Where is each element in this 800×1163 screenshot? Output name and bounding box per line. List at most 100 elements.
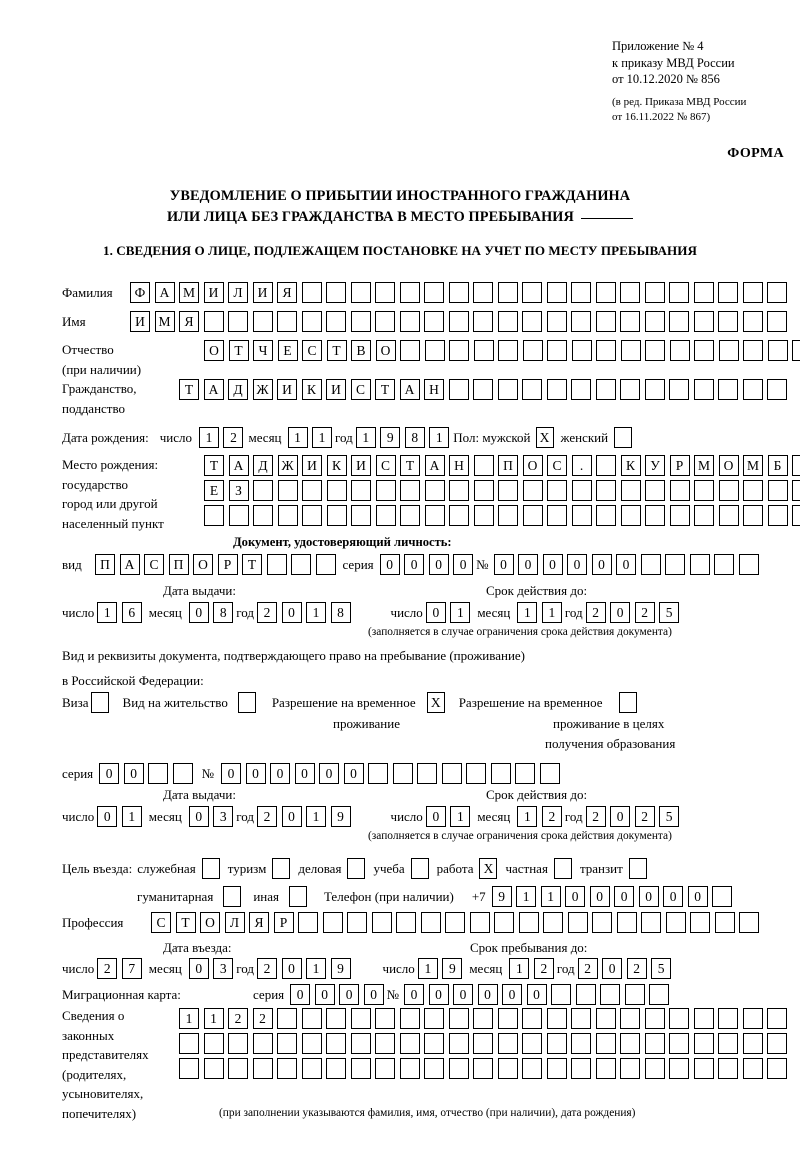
char-cell[interactable]: К	[620, 455, 641, 476]
char-cell[interactable]: И	[351, 455, 371, 476]
char-cell[interactable]	[644, 1058, 665, 1079]
char-cell[interactable]	[375, 480, 396, 501]
char-cell[interactable]	[448, 282, 469, 303]
char-cell[interactable]: 0	[188, 806, 209, 827]
char-cell[interactable]: Т	[179, 379, 199, 400]
char-cell[interactable]: 0	[281, 958, 302, 979]
char-cell[interactable]	[424, 480, 445, 501]
purpose-option-checkbox-5[interactable]	[553, 858, 572, 879]
char-cell[interactable]	[742, 1008, 763, 1029]
char-cell[interactable]	[326, 480, 347, 501]
char-cell[interactable]: У	[645, 455, 665, 476]
char-cell[interactable]: 0	[477, 984, 498, 1005]
char-cell[interactable]: 9	[491, 886, 512, 907]
char-cell[interactable]	[375, 1058, 395, 1079]
char-cell[interactable]	[368, 763, 389, 784]
char-cell[interactable]: Т	[228, 340, 249, 361]
char-cell[interactable]	[441, 763, 462, 784]
char-cell[interactable]	[595, 1033, 616, 1054]
char-cell[interactable]	[767, 1008, 787, 1029]
char-cell[interactable]: Р	[217, 554, 238, 575]
char-cell[interactable]: 1	[516, 886, 537, 907]
char-cell[interactable]	[350, 1058, 371, 1079]
char-cell[interactable]: 0	[565, 886, 586, 907]
char-cell[interactable]	[326, 505, 347, 526]
char-cell[interactable]	[645, 505, 665, 526]
char-cell[interactable]	[326, 1033, 346, 1054]
char-cell[interactable]	[375, 1033, 395, 1054]
char-cell[interactable]	[644, 379, 665, 400]
char-cell[interactable]	[351, 480, 371, 501]
char-cell[interactable]	[277, 480, 298, 501]
char-cell[interactable]: 0	[245, 763, 266, 784]
char-cell[interactable]	[203, 1058, 224, 1079]
char-cell[interactable]	[571, 282, 591, 303]
char-cell[interactable]	[252, 1058, 273, 1079]
char-cell[interactable]: 9	[380, 427, 401, 448]
char-cell[interactable]	[718, 340, 739, 361]
char-cell[interactable]	[792, 480, 800, 501]
char-cell[interactable]	[298, 912, 318, 933]
char-cell[interactable]	[714, 554, 735, 575]
char-cell[interactable]	[689, 554, 710, 575]
char-cell[interactable]	[665, 912, 686, 933]
char-cell[interactable]	[399, 282, 420, 303]
char-cell[interactable]: 1	[198, 427, 219, 448]
char-cell[interactable]	[718, 282, 738, 303]
char-cell[interactable]	[595, 379, 616, 400]
char-cell[interactable]: 1	[121, 806, 142, 827]
char-cell[interactable]: Н	[424, 379, 444, 400]
char-cell[interactable]	[518, 912, 539, 933]
char-cell[interactable]	[620, 1033, 640, 1054]
char-cell[interactable]	[375, 282, 395, 303]
temporary-residence-checkbox[interactable]: X	[426, 692, 445, 713]
char-cell[interactable]	[497, 311, 518, 332]
char-cell[interactable]	[448, 1033, 469, 1054]
char-cell[interactable]	[644, 282, 665, 303]
char-cell[interactable]: 0	[404, 984, 425, 1005]
char-cell[interactable]	[399, 1033, 420, 1054]
char-cell[interactable]: 1	[541, 602, 562, 623]
char-cell[interactable]: О	[204, 340, 224, 361]
char-cell[interactable]: Б	[767, 455, 788, 476]
char-cell[interactable]: 1	[306, 602, 327, 623]
char-cell[interactable]	[497, 1008, 518, 1029]
char-cell[interactable]	[228, 311, 248, 332]
char-cell[interactable]: Т	[204, 455, 224, 476]
char-cell[interactable]: И	[130, 311, 150, 332]
char-cell[interactable]: 0	[99, 763, 120, 784]
char-cell[interactable]: .	[571, 455, 592, 476]
char-cell[interactable]	[277, 1058, 297, 1079]
char-cell[interactable]	[767, 282, 787, 303]
char-cell[interactable]	[326, 1008, 346, 1029]
char-cell[interactable]	[571, 480, 592, 501]
sex-female-checkbox[interactable]	[614, 427, 633, 448]
char-cell[interactable]	[301, 1033, 322, 1054]
char-cell[interactable]	[449, 505, 469, 526]
char-cell[interactable]: 2	[634, 602, 655, 623]
char-cell[interactable]: 0	[425, 806, 446, 827]
char-cell[interactable]	[351, 505, 371, 526]
char-cell[interactable]: 2	[533, 958, 554, 979]
char-cell[interactable]: 1	[312, 427, 333, 448]
char-cell[interactable]	[742, 379, 763, 400]
char-cell[interactable]	[473, 311, 493, 332]
char-cell[interactable]: А	[203, 379, 224, 400]
char-cell[interactable]: Р	[273, 912, 294, 933]
char-cell[interactable]: Р	[669, 455, 690, 476]
char-cell[interactable]	[669, 505, 690, 526]
char-cell[interactable]	[203, 311, 224, 332]
char-cell[interactable]: Я	[277, 282, 297, 303]
char-cell[interactable]	[694, 340, 714, 361]
char-cell[interactable]: 0	[663, 886, 684, 907]
char-cell[interactable]	[424, 311, 444, 332]
char-cell[interactable]: 5	[651, 958, 672, 979]
